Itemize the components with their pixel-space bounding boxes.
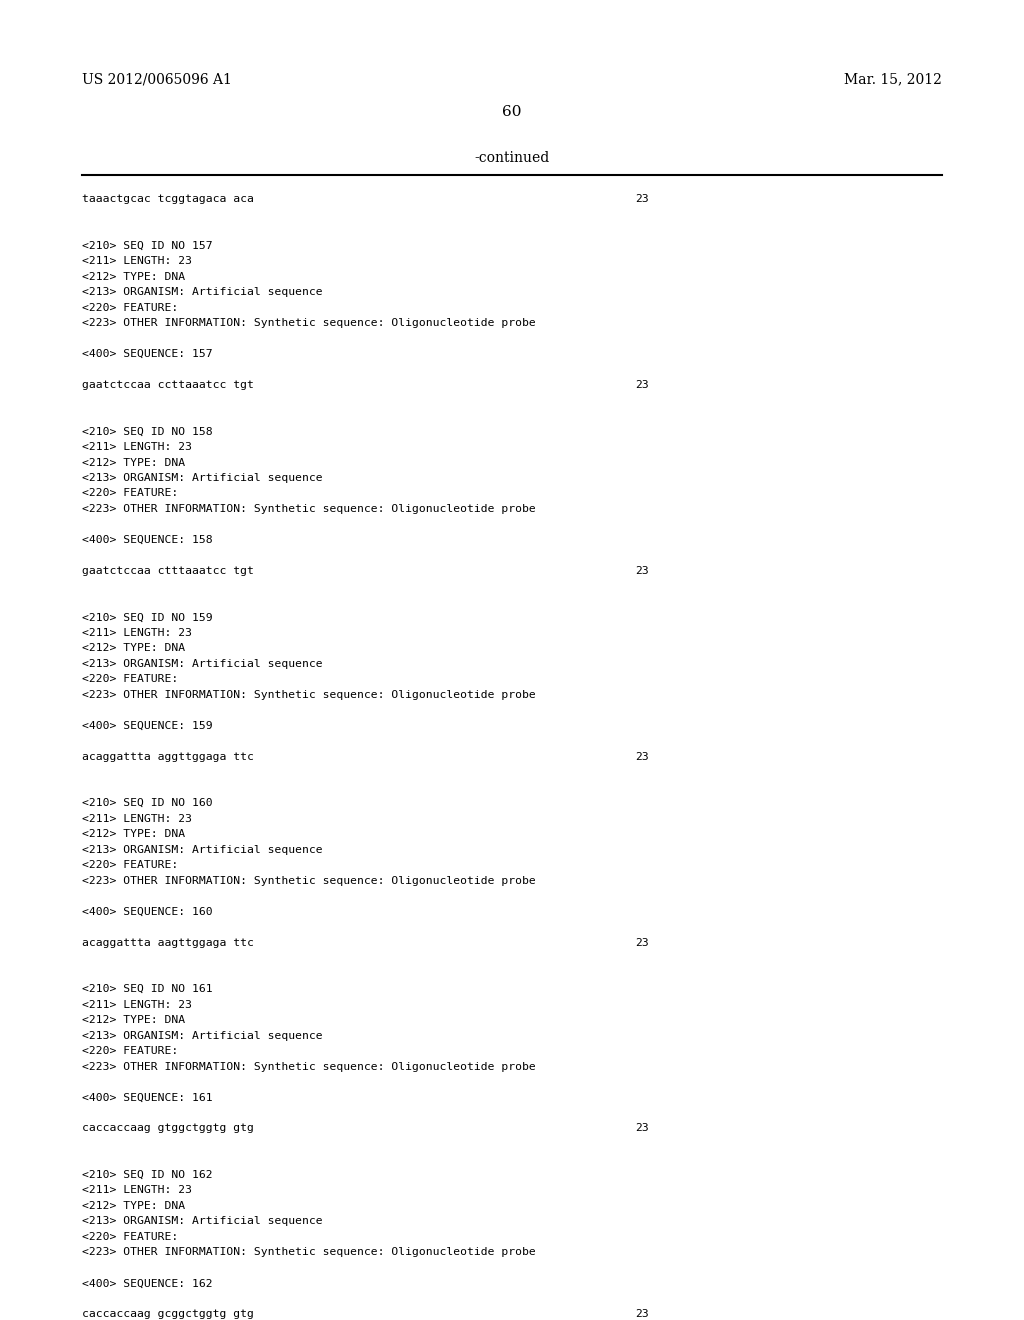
Text: <400> SEQUENCE: 162: <400> SEQUENCE: 162 <box>82 1278 213 1288</box>
Text: <211> LENGTH: 23: <211> LENGTH: 23 <box>82 813 191 824</box>
Text: <213> ORGANISM: Artificial sequence: <213> ORGANISM: Artificial sequence <box>82 288 323 297</box>
Text: 23: 23 <box>635 380 648 391</box>
Text: <400> SEQUENCE: 158: <400> SEQUENCE: 158 <box>82 535 213 545</box>
Text: <212> TYPE: DNA: <212> TYPE: DNA <box>82 1201 185 1210</box>
Text: <400> SEQUENCE: 161: <400> SEQUENCE: 161 <box>82 1093 213 1102</box>
Text: <210> SEQ ID NO 162: <210> SEQ ID NO 162 <box>82 1170 213 1180</box>
Text: 23: 23 <box>635 1123 648 1134</box>
Text: gaatctccaa ctttaaatcc tgt: gaatctccaa ctttaaatcc tgt <box>82 566 254 576</box>
Text: <223> OTHER INFORMATION: Synthetic sequence: Oligonucleotide probe: <223> OTHER INFORMATION: Synthetic seque… <box>82 875 536 886</box>
Text: <211> LENGTH: 23: <211> LENGTH: 23 <box>82 999 191 1010</box>
Text: <210> SEQ ID NO 159: <210> SEQ ID NO 159 <box>82 612 213 623</box>
Text: Mar. 15, 2012: Mar. 15, 2012 <box>844 73 942 86</box>
Text: <220> FEATURE:: <220> FEATURE: <box>82 1045 178 1056</box>
Text: <211> LENGTH: 23: <211> LENGTH: 23 <box>82 256 191 267</box>
Text: <223> OTHER INFORMATION: Synthetic sequence: Oligonucleotide probe: <223> OTHER INFORMATION: Synthetic seque… <box>82 1247 536 1258</box>
Text: taaactgcac tcggtagaca aca: taaactgcac tcggtagaca aca <box>82 194 254 205</box>
Text: <220> FEATURE:: <220> FEATURE: <box>82 675 178 684</box>
Text: 23: 23 <box>635 1309 648 1319</box>
Text: <212> TYPE: DNA: <212> TYPE: DNA <box>82 829 185 840</box>
Text: 23: 23 <box>635 566 648 576</box>
Text: <400> SEQUENCE: 159: <400> SEQUENCE: 159 <box>82 721 213 731</box>
Text: <400> SEQUENCE: 160: <400> SEQUENCE: 160 <box>82 907 213 916</box>
Text: 60: 60 <box>502 106 522 119</box>
Text: 23: 23 <box>635 194 648 205</box>
Text: <210> SEQ ID NO 158: <210> SEQ ID NO 158 <box>82 426 213 437</box>
Text: acaggattta aggttggaga ttc: acaggattta aggttggaga ttc <box>82 752 254 762</box>
Text: gaatctccaa ccttaaatcc tgt: gaatctccaa ccttaaatcc tgt <box>82 380 254 391</box>
Text: <220> FEATURE:: <220> FEATURE: <box>82 488 178 499</box>
Text: <213> ORGANISM: Artificial sequence: <213> ORGANISM: Artificial sequence <box>82 473 323 483</box>
Text: <211> LENGTH: 23: <211> LENGTH: 23 <box>82 1185 191 1196</box>
Text: <211> LENGTH: 23: <211> LENGTH: 23 <box>82 442 191 451</box>
Text: <212> TYPE: DNA: <212> TYPE: DNA <box>82 1015 185 1026</box>
Text: <400> SEQUENCE: 157: <400> SEQUENCE: 157 <box>82 348 213 359</box>
Text: 23: 23 <box>635 937 648 948</box>
Text: <223> OTHER INFORMATION: Synthetic sequence: Oligonucleotide probe: <223> OTHER INFORMATION: Synthetic seque… <box>82 318 536 329</box>
Text: -continued: -continued <box>474 150 550 165</box>
Text: <213> ORGANISM: Artificial sequence: <213> ORGANISM: Artificial sequence <box>82 1031 323 1040</box>
Text: <223> OTHER INFORMATION: Synthetic sequence: Oligonucleotide probe: <223> OTHER INFORMATION: Synthetic seque… <box>82 690 536 700</box>
Text: US 2012/0065096 A1: US 2012/0065096 A1 <box>82 73 231 86</box>
Text: <211> LENGTH: 23: <211> LENGTH: 23 <box>82 628 191 638</box>
Text: caccaccaag gtggctggtg gtg: caccaccaag gtggctggtg gtg <box>82 1123 254 1134</box>
Text: <213> ORGANISM: Artificial sequence: <213> ORGANISM: Artificial sequence <box>82 845 323 854</box>
Text: <223> OTHER INFORMATION: Synthetic sequence: Oligonucleotide probe: <223> OTHER INFORMATION: Synthetic seque… <box>82 504 536 513</box>
Text: caccaccaag gcggctggtg gtg: caccaccaag gcggctggtg gtg <box>82 1309 254 1319</box>
Text: <220> FEATURE:: <220> FEATURE: <box>82 861 178 870</box>
Text: <213> ORGANISM: Artificial sequence: <213> ORGANISM: Artificial sequence <box>82 659 323 669</box>
Text: <220> FEATURE:: <220> FEATURE: <box>82 1232 178 1242</box>
Text: <212> TYPE: DNA: <212> TYPE: DNA <box>82 458 185 467</box>
Text: acaggattta aagttggaga ttc: acaggattta aagttggaga ttc <box>82 937 254 948</box>
Text: <223> OTHER INFORMATION: Synthetic sequence: Oligonucleotide probe: <223> OTHER INFORMATION: Synthetic seque… <box>82 1061 536 1072</box>
Text: <210> SEQ ID NO 161: <210> SEQ ID NO 161 <box>82 985 213 994</box>
Text: <210> SEQ ID NO 157: <210> SEQ ID NO 157 <box>82 240 213 251</box>
Text: <213> ORGANISM: Artificial sequence: <213> ORGANISM: Artificial sequence <box>82 1216 323 1226</box>
Text: 23: 23 <box>635 752 648 762</box>
Text: <212> TYPE: DNA: <212> TYPE: DNA <box>82 643 185 653</box>
Text: <220> FEATURE:: <220> FEATURE: <box>82 302 178 313</box>
Text: <210> SEQ ID NO 160: <210> SEQ ID NO 160 <box>82 799 213 808</box>
Text: <212> TYPE: DNA: <212> TYPE: DNA <box>82 272 185 281</box>
